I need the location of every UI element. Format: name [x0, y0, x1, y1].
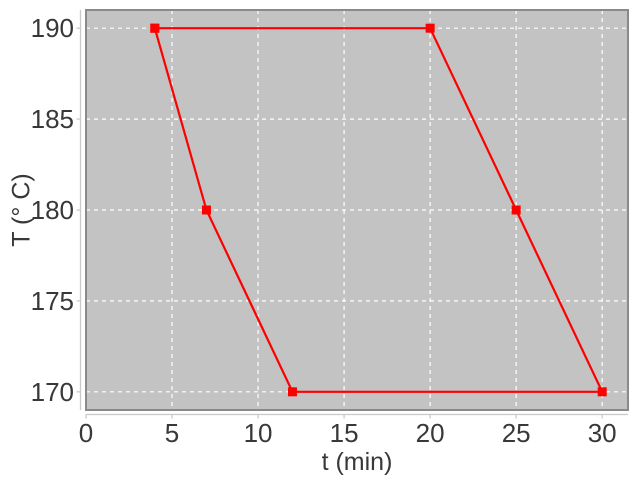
data-point-marker [597, 387, 607, 397]
x-tick-label: 10 [244, 418, 273, 448]
y-tick-label: 180 [31, 195, 74, 225]
y-tick-label: 185 [31, 104, 74, 134]
x-tick-label: 20 [416, 418, 445, 448]
x-axis-title: t (min) [321, 448, 393, 476]
y-tick-label: 170 [31, 377, 74, 407]
data-point-marker [511, 205, 521, 215]
data-point-marker [201, 205, 211, 215]
y-axis-title: T (° C) [7, 173, 36, 247]
data-point-marker [425, 23, 435, 33]
x-tick-label: 5 [165, 418, 179, 448]
x-tick-label: 30 [588, 418, 617, 448]
data-point-marker [287, 387, 297, 397]
data-point-marker [150, 23, 160, 33]
plot-frame [85, 9, 629, 411]
x-tick-label: 25 [502, 418, 531, 448]
x-tick-label: 0 [79, 418, 93, 448]
y-tick-label: 175 [31, 286, 74, 316]
y-tick-label: 190 [31, 13, 74, 43]
x-tick-label: 15 [330, 418, 359, 448]
